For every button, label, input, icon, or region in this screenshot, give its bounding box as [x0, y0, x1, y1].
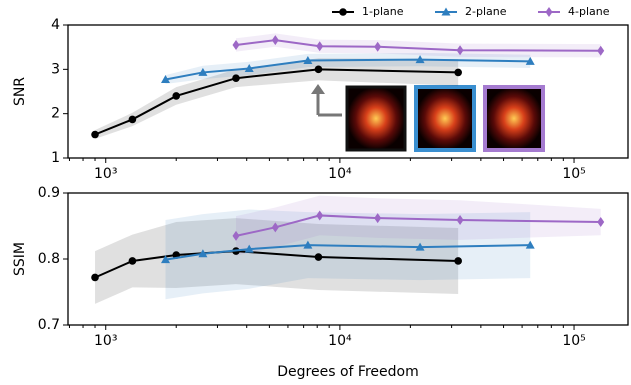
legend-marker	[546, 7, 553, 17]
x-tick-label: 10⁵	[562, 333, 585, 349]
arrow	[318, 92, 342, 115]
marker	[315, 253, 323, 261]
legend-label: 4-plane	[568, 5, 610, 18]
marker	[91, 131, 99, 139]
x-tick-label: 10³	[94, 333, 117, 349]
x-axis-label: Degrees of Freedom	[277, 364, 418, 380]
y-tick-label: 1	[51, 150, 60, 166]
x-tick-label: 10³	[94, 166, 117, 182]
x-tick-label: 10⁴	[328, 166, 352, 182]
y-tick-label: 0.8	[38, 251, 60, 267]
marker	[91, 274, 99, 282]
y-tick-label: 4	[51, 17, 60, 33]
error-band	[236, 33, 601, 57]
inset-image	[347, 87, 405, 150]
marker	[129, 116, 137, 124]
x-tick-label: 10⁵	[562, 166, 585, 182]
marker	[454, 69, 462, 77]
y-tick-label: 2	[51, 106, 60, 122]
y-axis-label: SSIM	[12, 242, 28, 276]
y-axis-label: SNR	[12, 77, 28, 106]
legend-label: 2-plane	[465, 5, 507, 18]
inset-image	[485, 87, 543, 150]
marker	[172, 92, 180, 100]
figure: 1 2 3 4 10³ 10⁴ 10⁵ SNR 1-plane 2-plane 4-plane 0.7…	[0, 0, 631, 385]
inset-image	[416, 87, 474, 150]
marker	[454, 257, 462, 265]
marker	[315, 66, 323, 74]
inset-images	[311, 84, 543, 150]
x-tick-label: 10⁴	[328, 333, 352, 349]
legend-marker	[339, 8, 347, 16]
y-tick-label: 0.7	[38, 317, 60, 333]
marker	[232, 74, 240, 82]
y-tick-label: 3	[51, 61, 60, 77]
legend-label: 1-plane	[362, 5, 404, 18]
marker	[129, 257, 137, 265]
arrow-head	[311, 84, 325, 94]
y-tick-label: 0.9	[38, 185, 60, 201]
